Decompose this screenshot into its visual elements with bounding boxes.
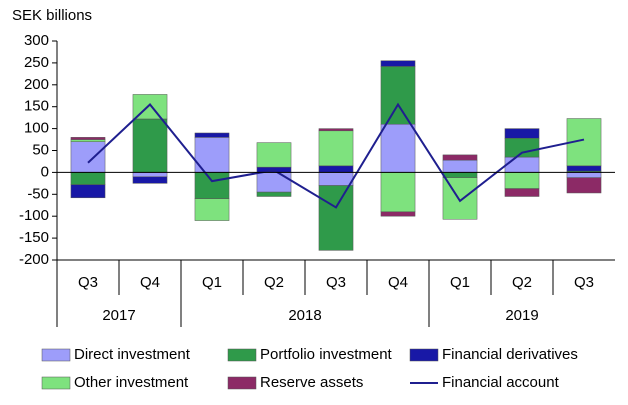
legend-swatch [409,348,439,362]
x-tick-label: Q3 [574,274,594,291]
x-tick-label: Q2 [512,274,532,291]
group-label: 2017 [102,307,135,324]
y-tick-label: 250 [24,54,49,71]
bar-segment [504,188,540,197]
bar-segment [256,142,292,168]
legend-label: Financial derivatives [442,346,578,363]
bar-segment [70,184,106,199]
group-label: 2018 [288,307,321,324]
legend-swatch [41,348,71,362]
x-tick-label: Q1 [202,274,222,291]
bar-segment [566,165,602,172]
y-tick-label: 0 [41,163,49,180]
bar-segment [566,172,602,178]
legend-swatch [227,376,257,390]
y-tick-label: 200 [24,76,49,93]
legend-label: Financial account [442,374,560,391]
bar-segment [318,130,354,167]
bar-segment [318,185,354,251]
x-tick-label: Q2 [264,274,284,291]
y-tick-label: -200 [19,251,49,268]
bar-segment [132,118,168,173]
legend-swatch [227,348,257,362]
bar-segment [566,177,602,194]
legend-label: Portfolio investment [260,346,393,363]
line [87,102,585,209]
bar-segment [380,211,416,217]
legend-label: Reserve assets [260,374,363,391]
bar-segment [70,137,106,140]
x-tick-label: Q4 [388,274,408,291]
y-tick-label: -100 [19,207,49,224]
x-tick-label: Q3 [78,274,98,291]
x-tick-label: Q4 [140,274,160,291]
bar-segment [132,172,168,178]
bar-segment [380,172,416,213]
bar-segment [380,123,416,173]
y-tick-label: 100 [24,120,49,137]
x-tick-label: Q1 [450,274,470,291]
y-tick-label: -150 [19,229,49,246]
bar-segment [318,172,354,186]
bar-segment [194,172,230,199]
bar-segment [194,198,230,221]
x-tick-label: Q3 [326,274,346,291]
bar-segment [70,172,106,185]
y-axis-label: SEK billions [12,7,92,24]
bar-segment [504,172,540,189]
bar-segment [380,60,416,67]
y-tick-label: 150 [24,98,49,115]
bar-segment [194,132,230,138]
bar-segment [380,66,416,125]
legend-swatch [41,376,71,390]
bar-segment [442,172,478,178]
bar-segment [256,191,292,197]
bar-segment [442,159,478,173]
bar-segment [70,141,106,173]
bar-segment [256,172,292,193]
y-tick-label: 50 [32,141,49,158]
bar-segment [70,139,106,142]
bar-segment [504,128,540,139]
bar-segment [318,165,354,173]
legend-label: Other investment [74,374,189,391]
y-tick-label: -50 [27,185,49,202]
y-tick-label: 300 [24,32,49,49]
bar-segment [504,156,540,173]
bar-segment [442,154,478,161]
group-label: 2019 [505,307,538,324]
bar-segment [318,128,354,132]
legend-label: Direct investment [74,346,191,363]
bar-segment [132,176,168,184]
bar-segment [504,137,540,158]
